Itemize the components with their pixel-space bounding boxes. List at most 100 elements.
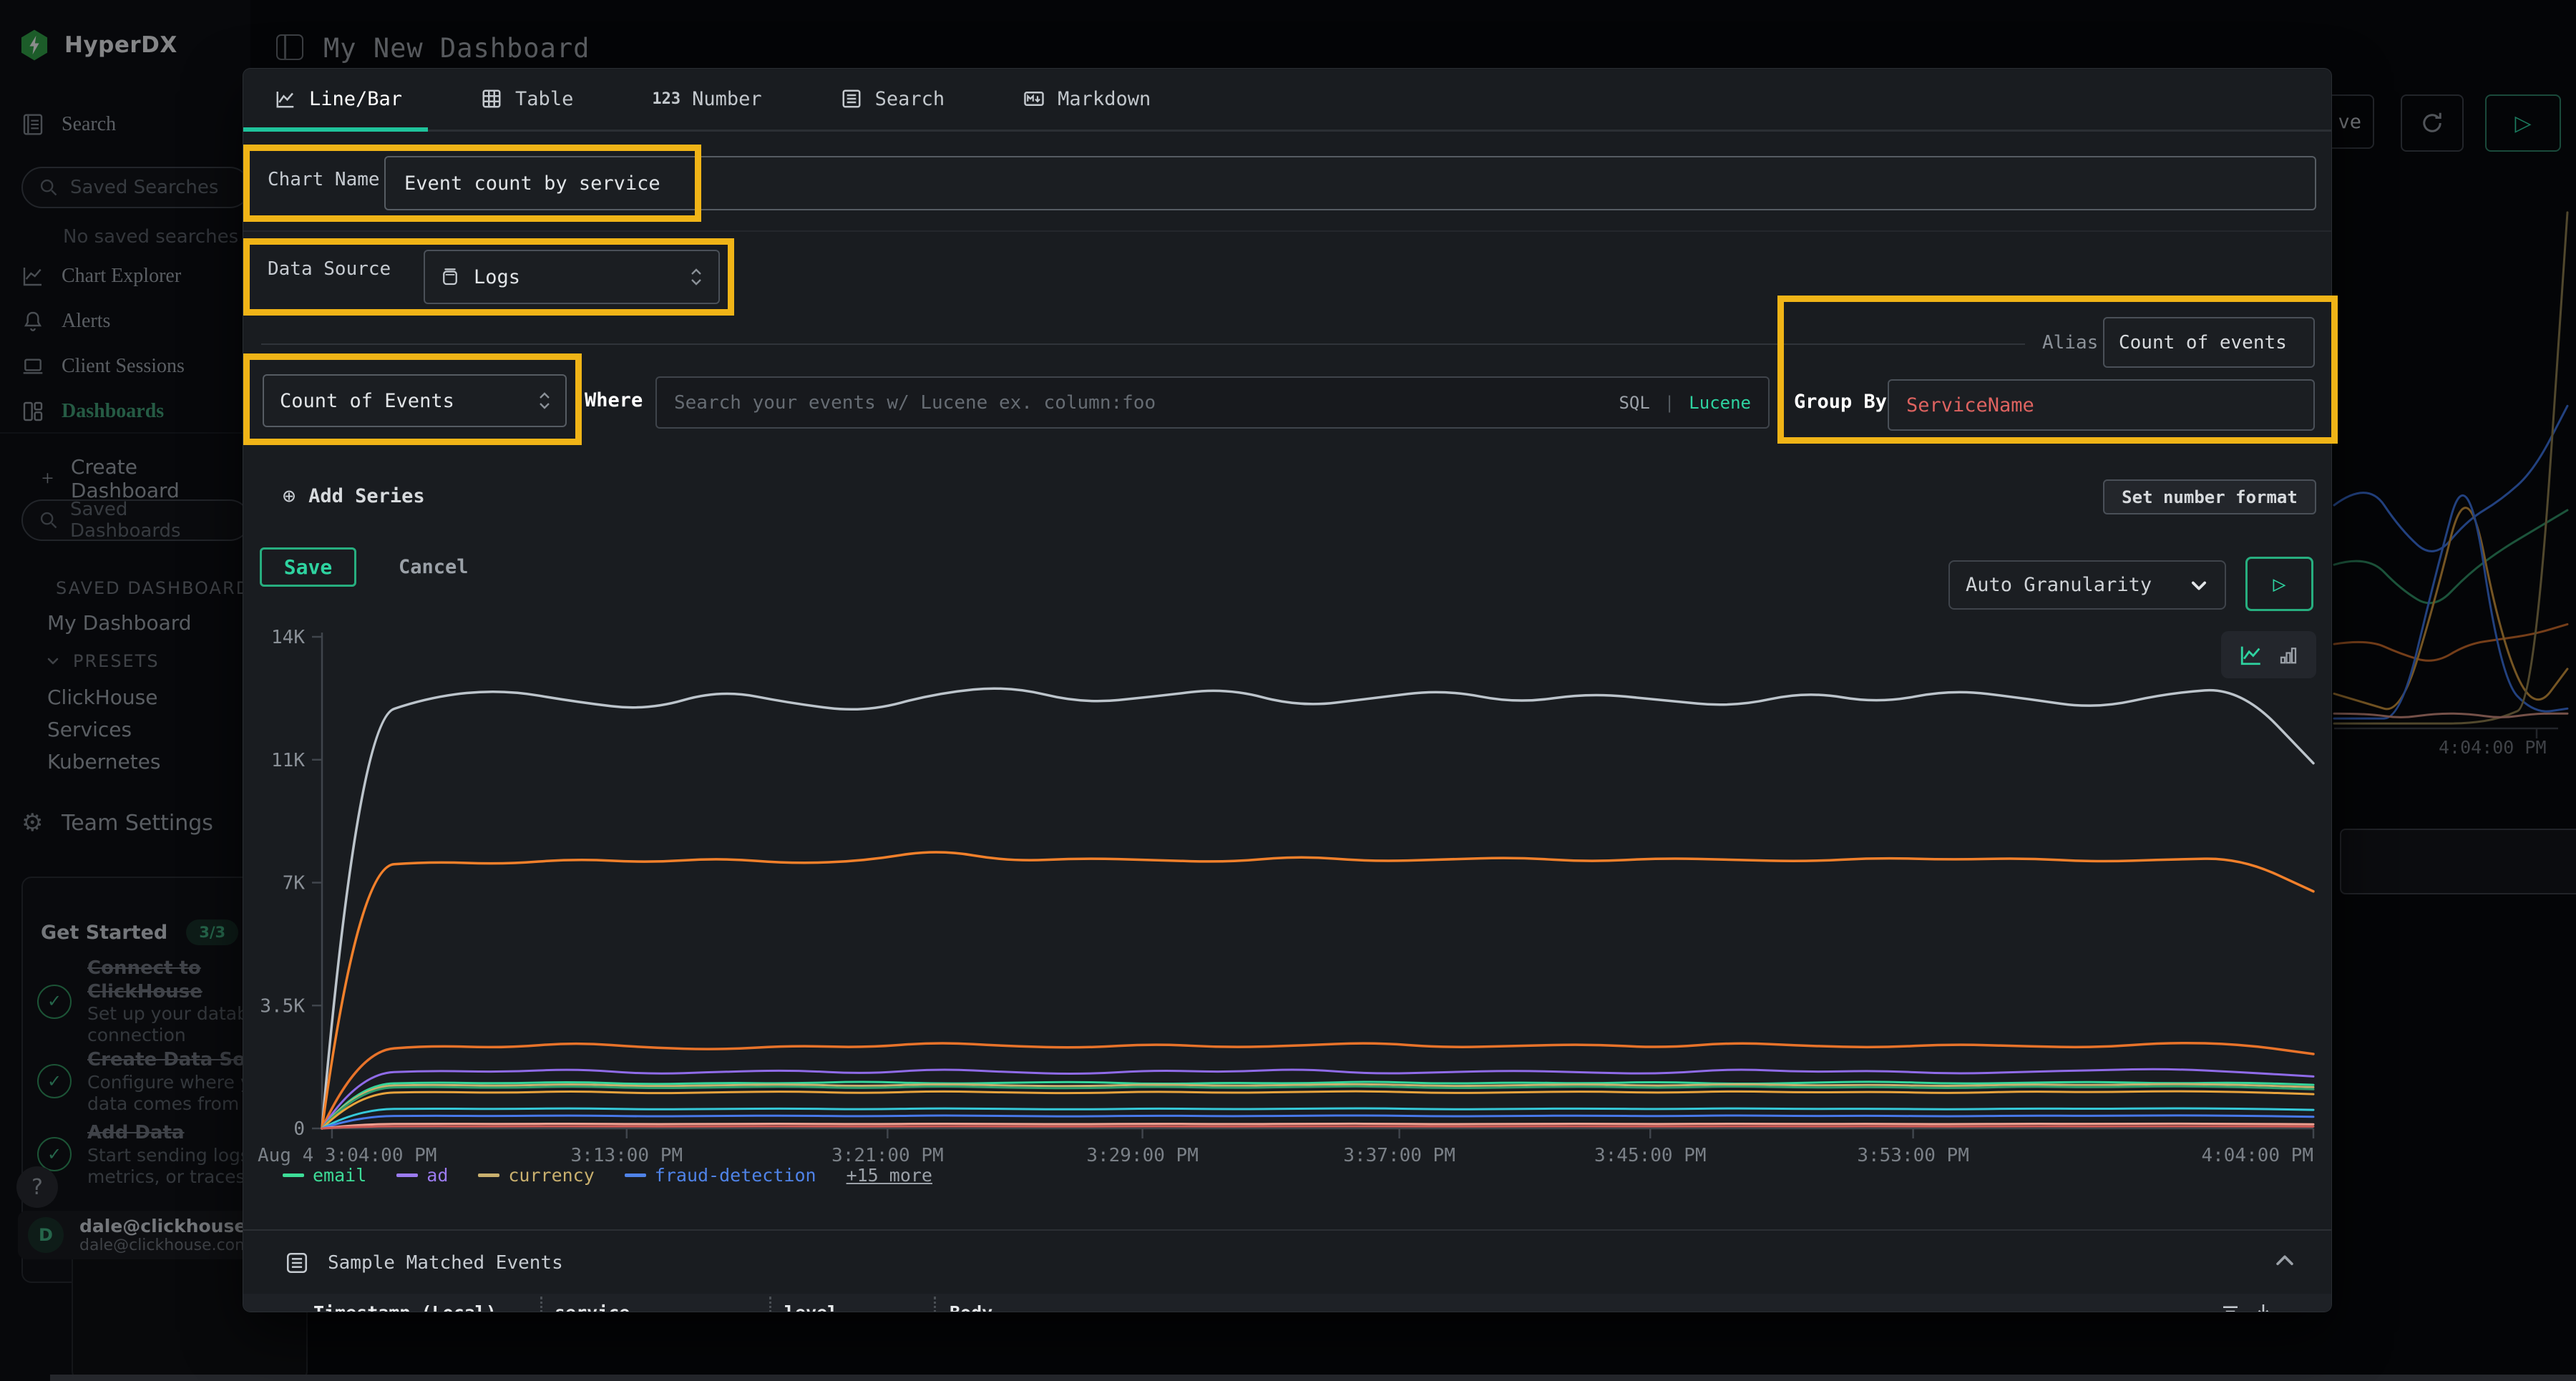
legend-item-ad[interactable]: ad	[396, 1165, 448, 1186]
presets-section-header[interactable]: PRESETS	[44, 651, 160, 671]
sidebar-item-alerts[interactable]: Alerts	[21, 310, 110, 333]
markdown-icon	[1023, 88, 1046, 111]
line-chart-toggle-icon[interactable]	[2239, 643, 2263, 667]
horizontal-scrollbar[interactable]	[50, 1375, 2576, 1381]
tab-bar: Line/Bar Table 123 Number Search	[243, 69, 2331, 132]
download-icon[interactable]	[2253, 1301, 2274, 1312]
sql-toggle[interactable]: SQL	[1619, 392, 1650, 413]
saved-searches-input[interactable]: Saved Searches	[21, 167, 250, 208]
sidebar-item-chart-explorer[interactable]: Chart Explorer	[21, 265, 181, 288]
svg-text:14K: 14K	[271, 627, 305, 648]
select-updown-icon	[688, 266, 704, 288]
sample-events-title: Sample Matched Events	[328, 1252, 563, 1274]
sidebar-item-kubernetes[interactable]: Kubernetes	[47, 750, 161, 774]
saved-searches-placeholder: Saved Searches	[70, 177, 219, 198]
legend-more-link[interactable]: +15 more	[847, 1165, 932, 1186]
tab-markdown[interactable]: Markdown	[1023, 88, 1151, 111]
progress-badge: 3/3	[186, 919, 239, 945]
logo[interactable]: HyperDX	[20, 29, 177, 62]
create-dashboard-button[interactable]: + Create Dashboard	[42, 455, 250, 502]
column-separator[interactable]	[540, 1297, 542, 1312]
legend-label: ad	[426, 1165, 449, 1186]
granularity-select[interactable]: Auto Granularity	[1948, 560, 2226, 610]
save-button[interactable]: Save	[260, 547, 356, 587]
set-number-format-button[interactable]: Set number format	[2103, 479, 2316, 514]
check-circle-icon: ✓	[37, 1064, 72, 1099]
tab-line-bar[interactable]: Line/Bar	[275, 88, 402, 111]
task-subtitle: Start sending logs, metrics, or traces	[87, 1144, 255, 1187]
run-query-button[interactable]: ▷	[2245, 557, 2313, 611]
tab-table[interactable]: Table	[481, 88, 573, 111]
user-email-secondary: dale@clickhouse.com's	[79, 1236, 263, 1254]
column-header-body[interactable]: Body	[950, 1302, 992, 1312]
data-source-label: Data Source	[268, 258, 391, 280]
sidebar-item-label: Chart Explorer	[62, 265, 182, 287]
chart-legend: email ad currency fraud-detection +15 mo…	[283, 1165, 932, 1186]
select-updown-icon	[537, 390, 552, 411]
check-circle-icon: ✓	[37, 984, 72, 1019]
add-series-button[interactable]: ⊕ Add Series	[283, 484, 425, 509]
where-input[interactable]: Search your events w/ Lucene ex. column:…	[655, 376, 1770, 429]
svg-text:0: 0	[293, 1118, 305, 1140]
help-button[interactable]: ?	[16, 1166, 58, 1208]
sidebar-item-team-settings[interactable]: ⚙ Team Settings	[21, 811, 213, 836]
data-source-value: Logs	[474, 265, 521, 288]
tab-label: Search	[874, 88, 945, 110]
svg-text:3:21:00 PM: 3:21:00 PM	[831, 1145, 944, 1166]
lucene-toggle[interactable]: Lucene	[1689, 392, 1751, 413]
chart-name-input[interactable]: Event count by service	[384, 156, 2316, 210]
task-title: Add Data	[87, 1122, 185, 1143]
legend-label: currency	[508, 1165, 595, 1186]
chart-name-label: Chart Name	[268, 169, 380, 190]
svg-text:3:29:00 PM: 3:29:00 PM	[1086, 1145, 1199, 1166]
section-header-label: PRESETS	[73, 651, 160, 671]
where-label: Where	[585, 389, 643, 411]
tab-number[interactable]: 123 Number	[652, 88, 761, 110]
create-dashboard-label: Create Dashboard	[70, 455, 180, 502]
sidebar-toggle-icon[interactable]	[276, 34, 303, 60]
hyperdx-logo-icon	[20, 29, 49, 62]
column-separator[interactable]	[934, 1297, 936, 1312]
chevron-down-icon	[2191, 581, 2207, 590]
svg-text:11K: 11K	[271, 750, 305, 771]
number-123-icon: 123	[652, 90, 681, 108]
sidebar-item-client-sessions[interactable]: Client Sessions	[21, 355, 185, 378]
list-icon	[285, 1251, 309, 1275]
sidebar-item-services[interactable]: Services	[47, 718, 132, 741]
sidebar-item-clickhouse[interactable]: ClickHouse	[47, 685, 158, 709]
bell-icon	[21, 310, 44, 333]
saved-dashboards-section-header[interactable]: SAVED DASHBOARDS	[44, 578, 250, 598]
column-separator[interactable]	[769, 1297, 771, 1312]
sidebar-item-my-dashboard[interactable]: My Dashboard	[47, 611, 192, 635]
data-source-select[interactable]: Logs	[424, 250, 720, 304]
background-input-row[interactable]	[2340, 829, 2576, 894]
column-header-service[interactable]: service	[555, 1302, 630, 1312]
sidebar-item-label: Dashboards	[62, 400, 165, 422]
column-header-level[interactable]: level	[784, 1302, 838, 1312]
bar-chart-toggle-icon[interactable]	[2278, 644, 2299, 665]
column-header-timestamp[interactable]: Timestamp (Local)	[313, 1302, 497, 1312]
group-by-input[interactable]: ServiceName	[1888, 379, 2315, 431]
aggregation-select[interactable]: Count of Events	[263, 374, 567, 427]
saved-dashboards-input[interactable]: Saved Dashboards	[21, 499, 250, 542]
filter-icon[interactable]	[2220, 1301, 2241, 1312]
sidebar-item-dashboards[interactable]: Dashboards	[21, 400, 164, 423]
tab-search[interactable]: Search	[841, 88, 945, 111]
task-connect-clickhouse[interactable]: ✓ Connect to ClickHouse Set up your data…	[37, 957, 296, 1046]
play-icon: ▷	[2514, 111, 2532, 135]
sidebar-item-search[interactable]: Search	[21, 113, 116, 136]
legend-item-fraud-detection[interactable]: fraud-detection	[624, 1165, 816, 1186]
sidebar: HyperDX Search Saved Searches No saved s…	[0, 0, 311, 1381]
background-run-button[interactable]: ▷	[2485, 94, 2561, 152]
alias-input[interactable]: Count of events	[2103, 317, 2315, 368]
sidebar-item-label: Alerts	[62, 310, 111, 332]
refresh-icon	[2423, 112, 2441, 132]
cancel-button[interactable]: Cancel	[399, 556, 469, 578]
legend-item-email[interactable]: email	[283, 1165, 366, 1186]
collapse-chevron-up-icon[interactable]	[2273, 1249, 2297, 1273]
svg-text:4:04:00 PM: 4:04:00 PM	[2201, 1145, 2313, 1166]
task-add-data[interactable]: ✓ Add Data Start sending logs, metrics, …	[37, 1121, 296, 1188]
legend-item-currency[interactable]: currency	[478, 1165, 595, 1186]
get-started-header: Get Started 3/3	[41, 919, 239, 945]
background-refresh-button[interactable]	[2401, 94, 2464, 152]
